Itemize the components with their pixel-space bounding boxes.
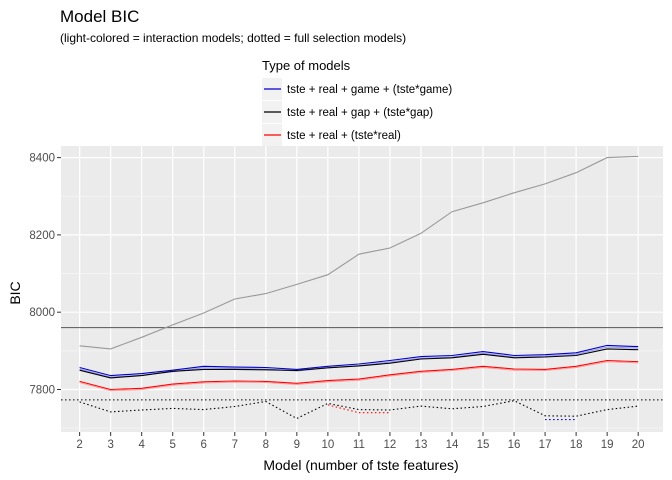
legend-title: Type of models	[262, 58, 351, 73]
y-tick-label: 8200	[29, 230, 55, 242]
y-tick-label: 7800	[29, 384, 55, 396]
x-tick-label: 15	[477, 439, 490, 451]
x-tick-label: 7	[232, 439, 238, 451]
x-tick-label: 2	[76, 439, 82, 451]
x-tick-label: 5	[170, 439, 176, 451]
series-line-1	[79, 344, 639, 377]
x-tick-label: 19	[601, 439, 614, 451]
series-line-5	[79, 359, 639, 391]
x-tick-label: 8	[263, 439, 269, 451]
x-tick-label: 13	[415, 439, 428, 451]
x-tick-label: 14	[446, 439, 459, 451]
x-tick-label: 16	[508, 439, 521, 451]
legend-label: tste + real + game + (tste*game)	[287, 84, 452, 96]
chart-title: Model BIC	[60, 7, 139, 26]
x-tick-label: 17	[539, 439, 552, 451]
chart-subtitle: (light-colored = interaction models; dot…	[60, 31, 406, 45]
series-line-4	[79, 155, 639, 350]
x-tick-label: 12	[384, 439, 397, 451]
x-tick-label: 9	[294, 439, 300, 451]
y-axis: 7800 8000 8200 8400	[29, 153, 61, 396]
y-tick-label: 8400	[29, 153, 55, 165]
plot-panel	[61, 146, 663, 432]
series-line-6	[79, 361, 639, 392]
x-tick-label: 3	[107, 439, 113, 451]
x-tick-label: 10	[321, 439, 334, 451]
series-line-7	[79, 400, 639, 420]
legend-label: tste + real + (tste*real)	[287, 130, 401, 142]
plot-area	[61, 146, 663, 432]
y-axis-title: BIC	[7, 281, 23, 304]
x-tick-label: 20	[632, 439, 645, 451]
legend-label: tste + real + gap + (tste*gap)	[287, 107, 433, 119]
x-tick-label: 11	[353, 439, 365, 451]
x-tick-label: 18	[570, 439, 583, 451]
series-layer	[61, 155, 663, 421]
x-tick-label: 4	[138, 439, 145, 451]
x-axis-title: Model (number of tste features)	[263, 457, 458, 473]
series-line-8	[327, 404, 390, 414]
x-tick-label: 6	[201, 439, 207, 451]
legend: Type of models tste + real + game + (tst…	[262, 58, 452, 146]
y-tick-label: 8000	[29, 307, 55, 319]
x-axis: 2 3 4 5 6 7 8 9 10 11 12 13 14 15 16 17 18 19 20	[76, 432, 645, 451]
series-line-3	[79, 348, 639, 379]
